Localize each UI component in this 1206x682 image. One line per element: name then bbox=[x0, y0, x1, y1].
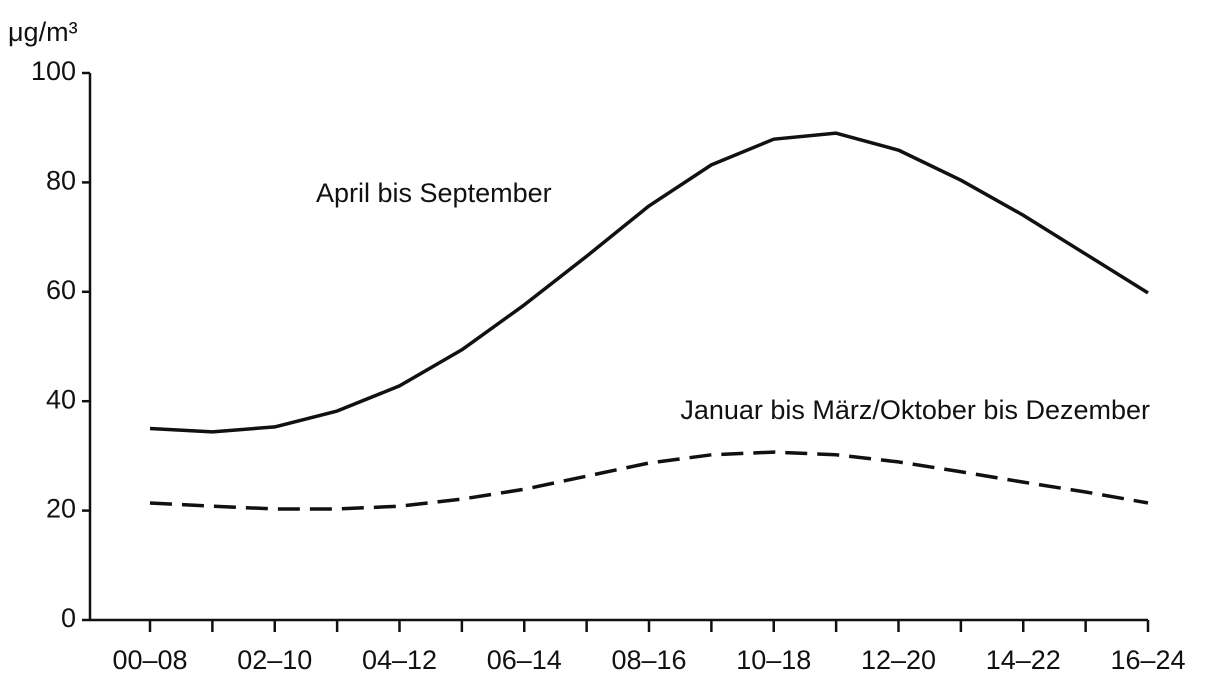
x-tick-label: 08–16 bbox=[611, 645, 686, 675]
y-tick-label: 0 bbox=[61, 603, 76, 633]
x-tick-label: 06–14 bbox=[487, 645, 562, 675]
series-label: Januar bis März/Oktober bis Dezember bbox=[680, 395, 1150, 425]
y-axis-label: μg/m³ bbox=[8, 17, 78, 47]
series-line bbox=[149, 131, 1149, 434]
x-tick-label: 04–12 bbox=[362, 645, 437, 675]
x-tick-label: 02–10 bbox=[237, 645, 312, 675]
y-tick-label: 60 bbox=[46, 275, 76, 305]
x-tick-label: 14–22 bbox=[986, 645, 1061, 675]
series-line bbox=[149, 450, 1149, 511]
x-tick-label: 16–24 bbox=[1110, 645, 1185, 675]
y-tick-label: 20 bbox=[46, 494, 76, 524]
x-tick-label: 10–18 bbox=[736, 645, 811, 675]
y-tick-label: 80 bbox=[46, 166, 76, 196]
x-tick-label: 00–08 bbox=[112, 645, 187, 675]
y-tick-label: 100 bbox=[31, 56, 76, 86]
series-label: April bis September bbox=[316, 178, 552, 208]
y-tick-label: 40 bbox=[46, 384, 76, 414]
x-tick-label: 12–20 bbox=[861, 645, 936, 675]
